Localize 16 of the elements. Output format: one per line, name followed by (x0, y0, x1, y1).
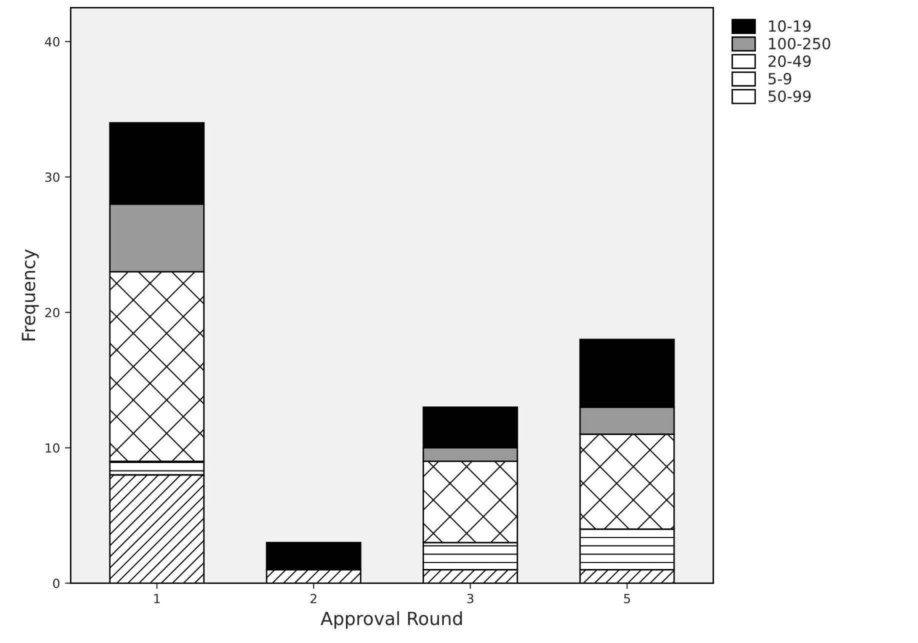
y-axis-title: Frequency (22, 249, 39, 340)
legend-label: 10-19 (769, 20, 811, 32)
x-axis-title: Approval Round (320, 611, 462, 629)
x-tick-label: 2 (310, 594, 316, 604)
y-tick-label: 10 (46, 443, 60, 453)
x-tick-label: 1 (154, 594, 160, 604)
y-tick-label: 30 (45, 172, 60, 182)
y-tick-label: 20 (45, 308, 60, 318)
y-tick-label: 40 (44, 37, 60, 46)
legend-label: 20-49 (768, 55, 811, 67)
legend-label: 100-250 (769, 38, 830, 50)
x-tick-label: 5 (624, 594, 630, 604)
legend-label: 5-9 (768, 72, 792, 84)
legend-label: 50-99 (768, 90, 811, 102)
y-tick-label: 0 (53, 578, 60, 588)
x-tick-label: 3 (467, 594, 474, 604)
